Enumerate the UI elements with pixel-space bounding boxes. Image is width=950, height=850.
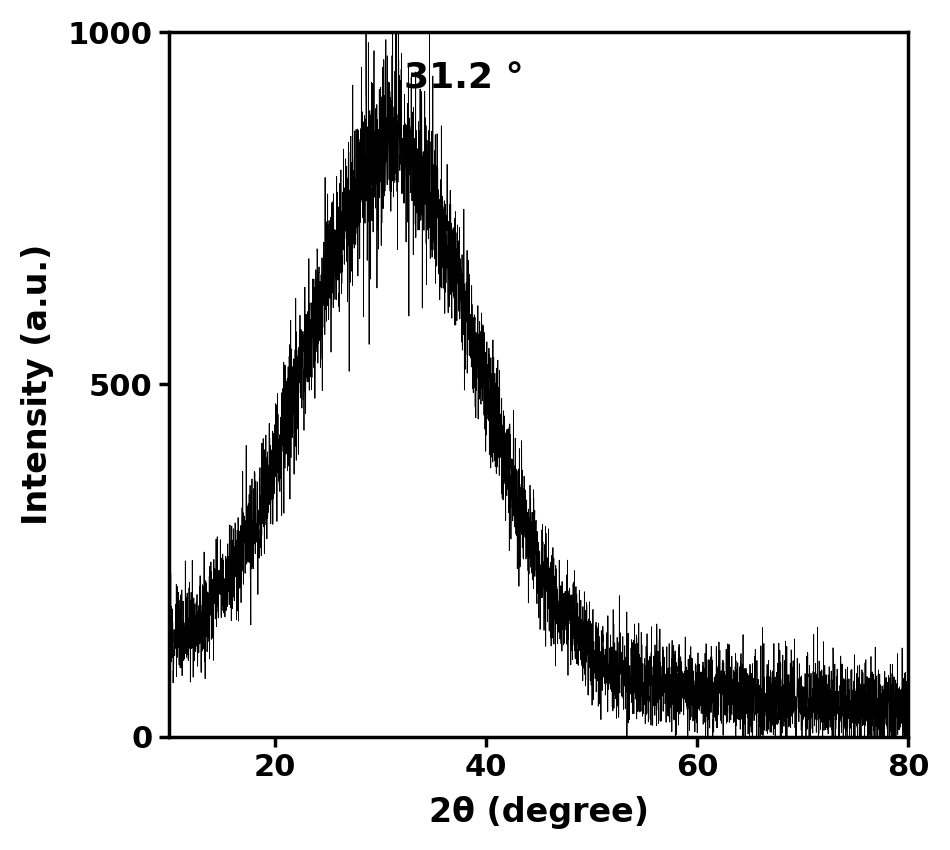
- X-axis label: 2θ (degree): 2θ (degree): [428, 796, 649, 829]
- Text: 31.2 °: 31.2 °: [404, 62, 523, 96]
- Y-axis label: Intensity (a.u.): Intensity (a.u.): [21, 244, 54, 525]
